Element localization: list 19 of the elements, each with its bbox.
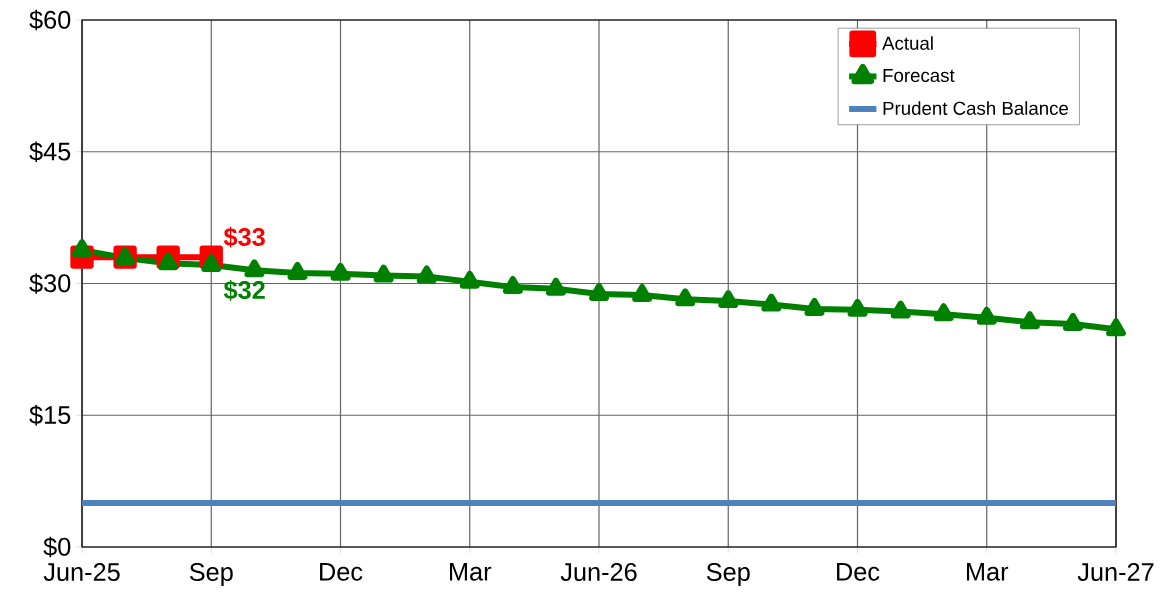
legend-label: Prudent Cash Balance (883, 101, 1068, 115)
x-tick-label: Mar (450, 563, 492, 581)
legend-label: Forecast (883, 69, 955, 83)
legend-label: Actual (882, 36, 933, 50)
x-tick-label: Jun-26 (560, 563, 637, 581)
x-tick-label: Jun-25 (43, 563, 120, 581)
x-tick-label: Dec (837, 563, 880, 581)
y-tick-label: $0 (43, 536, 71, 558)
y-tick-label: $30 (29, 273, 71, 294)
y-tick-label: $45 (29, 141, 71, 162)
y-tick-label: $60 (29, 9, 71, 31)
x-tick-label: Sep (189, 563, 233, 586)
annotation: $32 (223, 279, 265, 301)
x-tick-label: Sep (706, 563, 750, 586)
x-tick-label: Mar (967, 563, 1009, 581)
annotation: $33 (223, 226, 265, 248)
y-tick-label: $15 (29, 405, 71, 426)
x-tick-label: Jun-27 (1077, 563, 1154, 581)
x-tick-label: Dec (320, 563, 363, 581)
